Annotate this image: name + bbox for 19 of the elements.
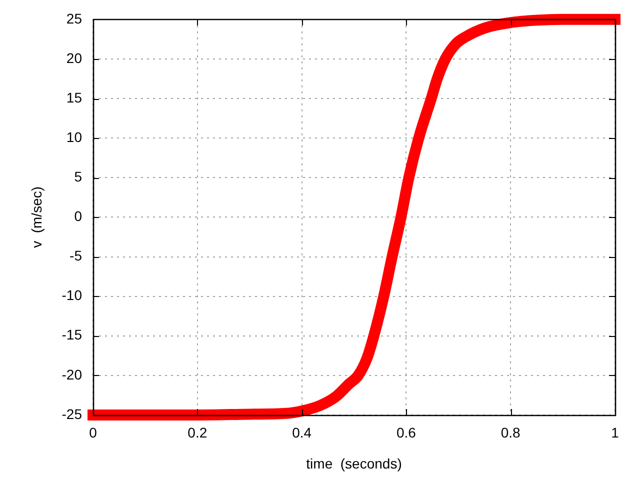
- y-tick-label: 0: [74, 208, 82, 224]
- y-tick-label: -5: [70, 248, 82, 264]
- y-tick-label: -25: [62, 406, 82, 422]
- y-tick-label: -20: [62, 366, 82, 382]
- y-tick-label: 5: [74, 168, 82, 184]
- y-tick-label: 25: [66, 10, 82, 26]
- x-tick-label: 0.4: [292, 424, 312, 440]
- x-tick-label: 0: [89, 424, 98, 440]
- x-axis-title: time (seconds): [306, 455, 402, 472]
- y-tick-label: -10: [62, 287, 82, 304]
- y-tick-label: 15: [66, 89, 82, 106]
- x-tick-label: 0.8: [500, 424, 521, 440]
- y-tick-label: -15: [62, 326, 82, 343]
- y-tick-label: 20: [66, 50, 82, 66]
- x-tick-label: 0.2: [188, 424, 208, 440]
- x-tick-label: 1: [611, 424, 620, 440]
- y-axis-title: v (m/sec): [28, 186, 44, 248]
- y-tick-label: 10: [66, 128, 82, 145]
- x-tick-label: 0.6: [396, 424, 416, 440]
